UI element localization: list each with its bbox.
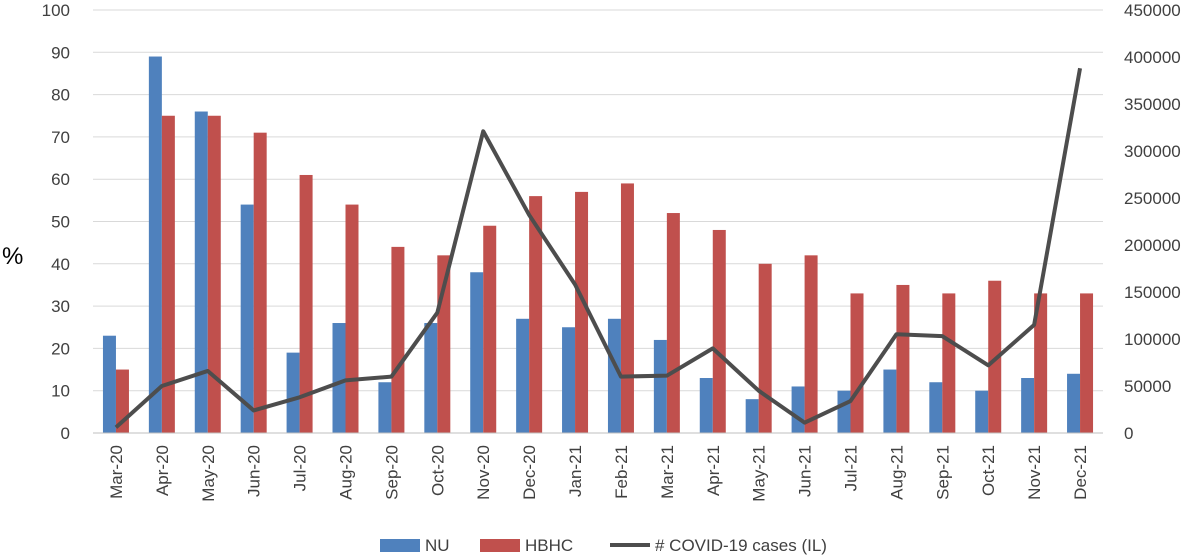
bar-nu-jan-21 — [562, 327, 576, 433]
bar-hbhc-jun-20 — [253, 132, 267, 434]
y2-tick-label: 0 — [1124, 424, 1133, 443]
y2-tick-label: 100000 — [1124, 330, 1181, 349]
y-tick-label: 20 — [51, 339, 70, 358]
y2-tick-label: 300000 — [1124, 142, 1181, 161]
bar-hbhc-may-21 — [758, 263, 772, 433]
bar-nu-jul-20 — [286, 352, 300, 433]
y-axis-label: % — [2, 243, 23, 270]
bar-nu-aug-20 — [332, 323, 346, 433]
bar-nu-oct-20 — [424, 323, 438, 433]
bar-hbhc-jul-21 — [850, 293, 864, 433]
y2-tick-label: 250000 — [1124, 189, 1181, 208]
y-tick-label: 30 — [51, 297, 70, 316]
axes: 0 10 20 30 40 50 60 70 80 90 100 0 50000 100000 150000… — [42, 1, 1181, 502]
x-tick-label: Apr-20 — [153, 445, 172, 496]
bar-nu-jun-21 — [791, 386, 805, 433]
bar-hbhc-aug-20 — [345, 204, 359, 433]
x-tick-label: Oct-21 — [979, 445, 998, 496]
x-tick-label: Jun-20 — [245, 445, 264, 497]
bar-hbhc-jun-21 — [804, 255, 818, 433]
bar-nu-feb-21 — [607, 318, 621, 433]
bar-hbhc-mar-21 — [666, 213, 680, 433]
bar-nu-aug-21 — [883, 369, 897, 433]
bar-hbhc-apr-21 — [712, 229, 726, 433]
x-tick-label: Jul-21 — [842, 445, 861, 491]
y2-tick-label: 50000 — [1124, 377, 1171, 396]
x-tick-label: Sep-20 — [382, 445, 401, 500]
y-tick-label: 10 — [51, 382, 70, 401]
bar-nu-dec-21 — [1067, 373, 1081, 433]
y2-tick-label: 400000 — [1124, 48, 1181, 67]
x-tick-label: Oct-20 — [428, 445, 447, 496]
legend: NU HBHC # COVID-19 cases (IL) — [380, 536, 827, 555]
x-tick-label: Jul-20 — [291, 445, 310, 491]
x-tick-label: Sep-21 — [933, 445, 952, 500]
x-tick-label: Mar-20 — [107, 445, 126, 499]
y2-tick-label: 200000 — [1124, 236, 1181, 255]
y-tick-label: 0 — [61, 424, 70, 443]
x-tick-label: Jun-21 — [796, 445, 815, 497]
bar-hbhc-sep-20 — [391, 246, 405, 433]
bar-hbhc-sep-21 — [942, 293, 956, 433]
x-tick-label: Aug-20 — [337, 445, 356, 500]
bar-hbhc-nov-21 — [1034, 293, 1048, 433]
bar-nu-jun-20 — [240, 204, 254, 433]
bar-nu-mar-20 — [102, 335, 116, 433]
bar-hbhc-apr-20 — [161, 115, 175, 433]
bar-nu-apr-20 — [148, 56, 162, 433]
y2-tick-label: 350000 — [1124, 95, 1181, 114]
legend-label-nu: NU — [425, 536, 450, 555]
y-tick-label: 90 — [51, 43, 70, 62]
bar-nu-sep-20 — [378, 382, 392, 433]
y-tick-label: 70 — [51, 128, 70, 147]
bar-hbhc-nov-20 — [483, 225, 497, 433]
x-tick-label: Dec-20 — [520, 445, 539, 500]
legend-label-covid-cases: # COVID-19 cases (IL) — [655, 536, 827, 555]
bar-hbhc-aug-21 — [896, 284, 910, 433]
legend-label-hbhc: HBHC — [525, 536, 573, 555]
y2-tick-label: 150000 — [1124, 283, 1181, 302]
bar-nu-jul-21 — [837, 390, 851, 433]
x-tick-label: Mar-21 — [658, 445, 677, 499]
x-tick-label: Aug-21 — [887, 445, 906, 500]
bar-nu-oct-21 — [975, 390, 989, 433]
x-tick-label: Apr-21 — [704, 445, 723, 496]
y-tick-label: 80 — [51, 86, 70, 105]
bar-nu-nov-20 — [470, 272, 484, 433]
bar-nu-apr-21 — [699, 378, 713, 433]
x-tick-label: Nov-20 — [474, 445, 493, 500]
bar-hbhc-may-20 — [207, 115, 221, 433]
bar-hbhc-jan-21 — [575, 191, 589, 433]
x-tick-label: Dec-21 — [1071, 445, 1090, 500]
bar-nu-may-21 — [745, 399, 759, 433]
y2-tick-label: 450000 — [1124, 1, 1181, 20]
bar-nu-nov-21 — [1021, 378, 1035, 433]
y-tick-label: 50 — [51, 213, 70, 232]
legend-swatch-nu — [380, 539, 420, 552]
covid-cases-line — [114, 67, 1083, 429]
bar-hbhc-oct-21 — [988, 280, 1002, 433]
bar-hbhc-jul-20 — [299, 174, 313, 433]
bar-hbhc-dec-21 — [1080, 293, 1094, 433]
x-tick-label: May-20 — [199, 445, 218, 502]
bar-nu-may-20 — [194, 111, 208, 434]
legend-swatch-hbhc — [480, 539, 520, 552]
bars — [102, 56, 1094, 434]
x-tick-label: May-21 — [750, 445, 769, 502]
bar-hbhc-feb-21 — [620, 183, 634, 433]
y-tick-label: 100 — [42, 1, 70, 20]
line-covid-cases — [114, 67, 1083, 429]
x-tick-label: Nov-21 — [1025, 445, 1044, 500]
x-tick-label: Jan-21 — [566, 445, 585, 497]
x-tick-label: Feb-21 — [612, 445, 631, 499]
bar-nu-sep-21 — [929, 382, 943, 433]
bar-hbhc-dec-20 — [529, 196, 543, 433]
y-tick-label: 40 — [51, 255, 70, 274]
bar-nu-mar-21 — [653, 339, 667, 433]
bar-nu-dec-20 — [516, 318, 530, 433]
y-tick-label: 60 — [51, 170, 70, 189]
